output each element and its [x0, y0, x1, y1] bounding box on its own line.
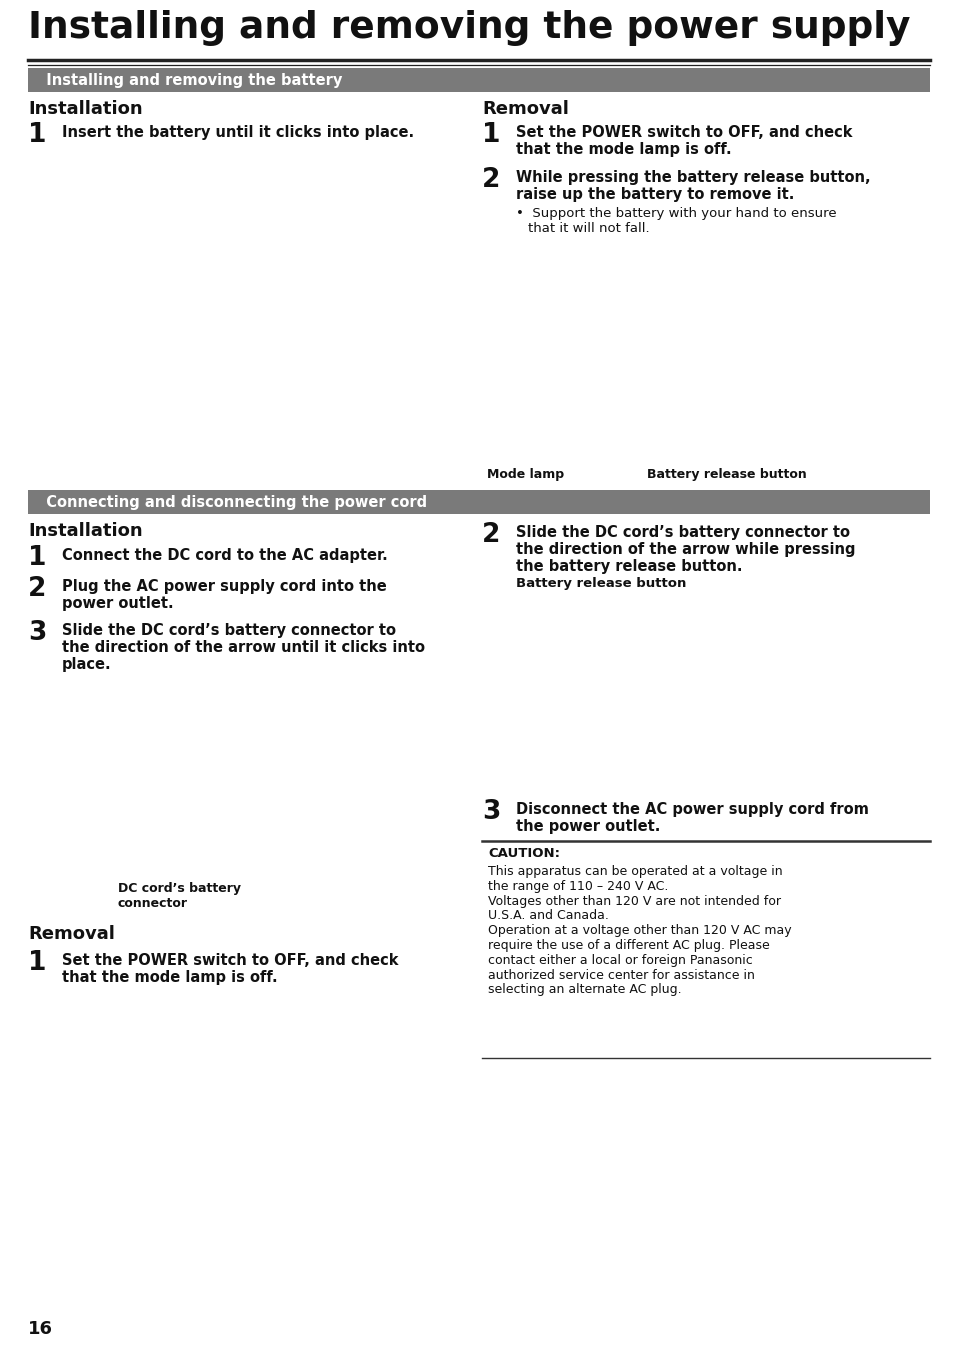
Text: Set the POWER switch to OFF, and check: Set the POWER switch to OFF, and check: [62, 953, 398, 968]
Text: U.S.A. and Canada.: U.S.A. and Canada.: [488, 910, 608, 922]
Text: the range of 110 – 240 V AC.: the range of 110 – 240 V AC.: [488, 880, 668, 892]
Text: contact either a local or foreign Panasonic: contact either a local or foreign Panaso…: [488, 953, 752, 967]
Text: connector: connector: [118, 896, 188, 910]
Bar: [28, 490, 929, 515]
Text: Connect the DC cord to the AC adapter.: Connect the DC cord to the AC adapter.: [62, 548, 387, 563]
Text: selecting an alternate AC plug.: selecting an alternate AC plug.: [488, 983, 680, 997]
Text: 1: 1: [28, 951, 47, 976]
Text: 3: 3: [481, 799, 500, 825]
Text: Slide the DC cord’s battery connector to: Slide the DC cord’s battery connector to: [516, 525, 849, 540]
Text: Plug the AC power supply cord into the: Plug the AC power supply cord into the: [62, 580, 386, 594]
Text: authorized service center for assistance in: authorized service center for assistance…: [488, 968, 754, 982]
Text: that the mode lamp is off.: that the mode lamp is off.: [62, 969, 277, 984]
Text: 1: 1: [28, 122, 47, 148]
Text: Operation at a voltage other than 120 V AC may: Operation at a voltage other than 120 V …: [488, 925, 791, 937]
Text: Installation: Installation: [28, 523, 143, 540]
Text: DC cord’s battery: DC cord’s battery: [118, 881, 241, 895]
Bar: [481, 242, 929, 464]
Text: 16: 16: [28, 1320, 53, 1338]
Text: raise up the battery to remove it.: raise up the battery to remove it.: [516, 187, 794, 202]
Text: Disconnect the AC power supply cord from: Disconnect the AC power supply cord from: [516, 802, 868, 816]
Text: CAUTION:: CAUTION:: [488, 848, 559, 860]
Text: the direction of the arrow until it clicks into: the direction of the arrow until it clic…: [62, 640, 424, 655]
Text: Battery release button: Battery release button: [646, 468, 806, 481]
Text: Battery release button: Battery release button: [516, 577, 685, 590]
Text: that the mode lamp is off.: that the mode lamp is off.: [516, 142, 731, 157]
Text: Mode lamp: Mode lamp: [486, 468, 563, 481]
Text: 2: 2: [481, 167, 500, 194]
Text: Installing and removing the power supply: Installing and removing the power supply: [28, 9, 909, 46]
Text: place.: place.: [62, 657, 112, 672]
Text: Voltages other than 120 V are not intended for: Voltages other than 120 V are not intend…: [488, 895, 781, 907]
Bar: [28, 148, 452, 390]
Text: This apparatus can be operated at a voltage in: This apparatus can be operated at a volt…: [488, 865, 781, 877]
Bar: [28, 673, 452, 910]
Text: power outlet.: power outlet.: [62, 596, 173, 611]
Text: the battery release button.: the battery release button.: [516, 559, 741, 574]
Text: the power outlet.: the power outlet.: [516, 819, 659, 834]
Text: 1: 1: [28, 546, 47, 571]
Text: 1: 1: [481, 122, 500, 148]
Text: the direction of the arrow while pressing: the direction of the arrow while pressin…: [516, 542, 855, 556]
Text: 2: 2: [28, 575, 47, 603]
Text: While pressing the battery release button,: While pressing the battery release butto…: [516, 171, 870, 185]
Bar: [28, 68, 929, 92]
Text: Installing and removing the battery: Installing and removing the battery: [36, 73, 342, 88]
Text: require the use of a different AC plug. Please: require the use of a different AC plug. …: [488, 940, 769, 952]
Text: •  Support the battery with your hand to ensure: • Support the battery with your hand to …: [516, 207, 836, 219]
Text: Insert the battery until it clicks into place.: Insert the battery until it clicks into …: [62, 125, 414, 139]
Text: Set the POWER switch to OFF, and check: Set the POWER switch to OFF, and check: [516, 125, 852, 139]
Text: 2: 2: [481, 523, 500, 548]
Text: Connecting and disconnecting the power cord: Connecting and disconnecting the power c…: [36, 494, 427, 509]
Text: Removal: Removal: [481, 100, 568, 118]
Text: 3: 3: [28, 620, 47, 646]
Text: Slide the DC cord’s battery connector to: Slide the DC cord’s battery connector to: [62, 623, 395, 638]
Text: Installation: Installation: [28, 100, 143, 118]
Text: that it will not fall.: that it will not fall.: [527, 222, 649, 236]
Text: Removal: Removal: [28, 925, 114, 942]
Bar: [481, 592, 929, 789]
